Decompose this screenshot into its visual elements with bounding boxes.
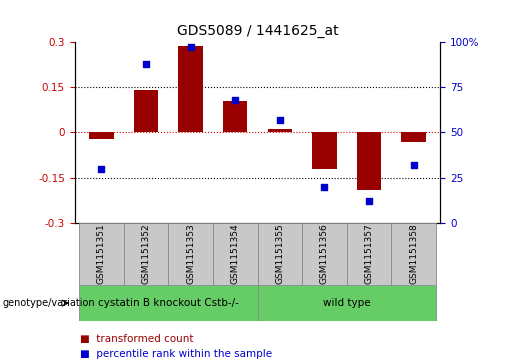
Bar bbox=[134, 90, 158, 132]
Text: GSM1151355: GSM1151355 bbox=[276, 224, 284, 285]
Bar bbox=[258, 223, 302, 285]
Text: ■  percentile rank within the sample: ■ percentile rank within the sample bbox=[80, 349, 272, 359]
Bar bbox=[79, 223, 124, 285]
Bar bbox=[178, 46, 203, 132]
Text: GSM1151354: GSM1151354 bbox=[231, 224, 239, 285]
Point bbox=[409, 162, 418, 168]
Bar bbox=[213, 223, 258, 285]
Bar bbox=[312, 132, 337, 169]
Bar bbox=[168, 223, 213, 285]
Text: GSM1151352: GSM1151352 bbox=[142, 224, 150, 285]
Point bbox=[365, 199, 373, 204]
Text: GSM1151356: GSM1151356 bbox=[320, 224, 329, 285]
Point bbox=[276, 117, 284, 123]
Text: cystatin B knockout Cstb-/-: cystatin B knockout Cstb-/- bbox=[98, 298, 239, 308]
Bar bbox=[79, 285, 258, 321]
Point bbox=[320, 184, 329, 190]
Point bbox=[142, 61, 150, 66]
Bar bbox=[347, 223, 391, 285]
Bar bbox=[89, 132, 114, 139]
Title: GDS5089 / 1441625_at: GDS5089 / 1441625_at bbox=[177, 24, 338, 38]
Bar bbox=[302, 223, 347, 285]
Text: GSM1151353: GSM1151353 bbox=[186, 224, 195, 285]
Text: GSM1151351: GSM1151351 bbox=[97, 224, 106, 285]
Text: ■  transformed count: ■ transformed count bbox=[80, 334, 193, 344]
Point bbox=[97, 166, 106, 172]
Bar bbox=[223, 101, 248, 132]
Text: GSM1151358: GSM1151358 bbox=[409, 224, 418, 285]
Text: GSM1151357: GSM1151357 bbox=[365, 224, 373, 285]
Bar bbox=[401, 132, 426, 142]
Bar bbox=[124, 223, 168, 285]
Text: genotype/variation: genotype/variation bbox=[3, 298, 95, 308]
Bar bbox=[258, 285, 436, 321]
Point bbox=[231, 97, 239, 103]
Bar bbox=[267, 130, 292, 132]
Bar bbox=[357, 132, 381, 190]
Text: wild type: wild type bbox=[323, 298, 370, 308]
Point bbox=[186, 44, 195, 50]
Bar bbox=[391, 223, 436, 285]
